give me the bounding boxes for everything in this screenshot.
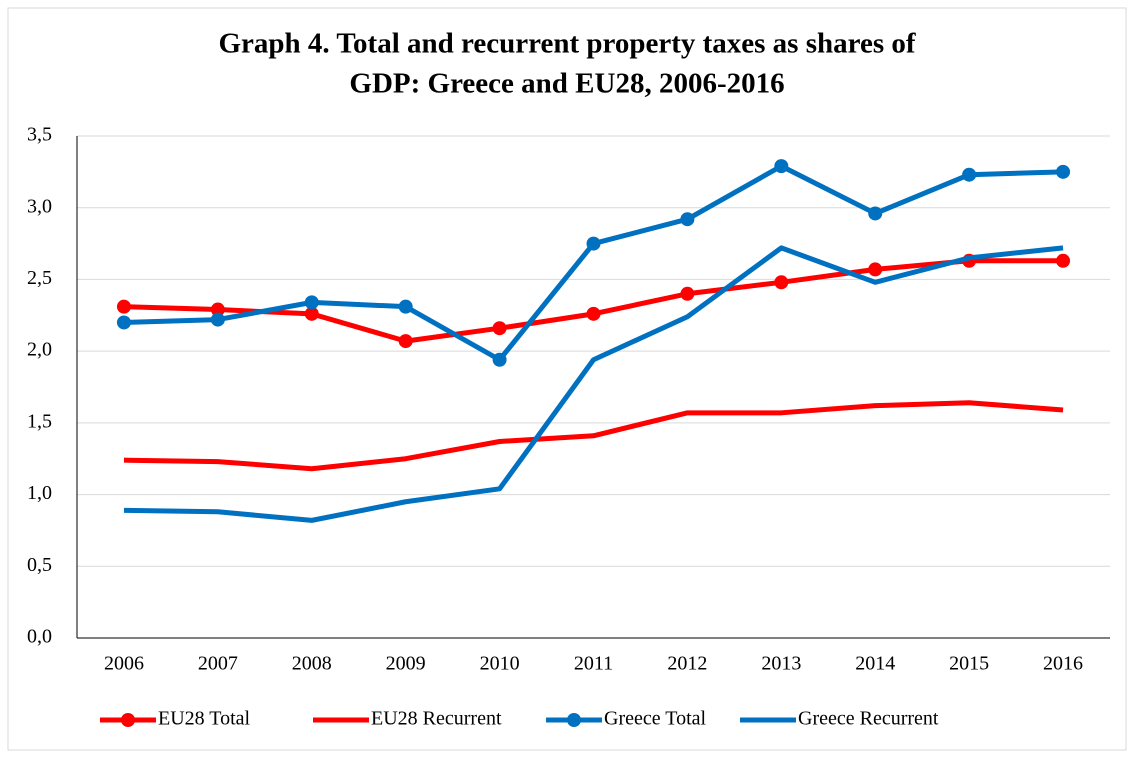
- y-tick-label: 2,0: [27, 339, 52, 361]
- point: [962, 167, 977, 182]
- x-tick-label: 2007: [198, 653, 238, 675]
- x-tick-label: 2013: [761, 653, 801, 675]
- chart-title: GDP: Greece and EU28, 2006-2016: [349, 68, 784, 100]
- x-tick-label: 2014: [855, 653, 895, 675]
- point: [868, 206, 883, 221]
- chart-border: [7, 7, 1127, 751]
- y-tick-label: 3,0: [27, 195, 52, 217]
- point: [116, 299, 131, 314]
- y-tick-label: 1,0: [27, 482, 52, 504]
- point: [116, 315, 131, 330]
- point: [586, 306, 601, 321]
- x-tick-label: 2006: [104, 653, 144, 675]
- point: [492, 321, 507, 336]
- y-tick-label: 1,5: [27, 410, 52, 432]
- legend-label: EU28 Total: [158, 708, 251, 730]
- point: [680, 286, 695, 301]
- point: [210, 312, 225, 327]
- y-tick-label: 0,5: [27, 554, 52, 576]
- x-tick-label: 2011: [574, 653, 613, 675]
- point: [304, 306, 319, 321]
- point: [1056, 253, 1071, 268]
- legend-marker: [121, 713, 135, 727]
- y-tick-label: 2,5: [27, 267, 52, 289]
- point: [1056, 164, 1071, 179]
- point: [680, 212, 695, 227]
- x-tick-label: 2015: [949, 653, 989, 675]
- point: [774, 159, 789, 174]
- legend-label: EU28 Recurrent: [371, 708, 502, 730]
- x-tick-label: 2016: [1043, 653, 1083, 675]
- point: [398, 334, 413, 349]
- point: [492, 352, 507, 367]
- chart-title: Graph 4. Total and recurrent property ta…: [218, 28, 915, 60]
- point: [210, 302, 225, 317]
- point: [868, 262, 883, 277]
- legend-label: Greece Recurrent: [798, 708, 939, 730]
- point: [586, 236, 601, 251]
- x-tick-label: 2008: [292, 653, 332, 675]
- x-tick-label: 2012: [667, 653, 707, 675]
- x-tick-label: 2010: [480, 653, 520, 675]
- y-tick-label: 3,5: [27, 124, 52, 146]
- x-tick-label: 2009: [386, 653, 426, 675]
- point: [774, 275, 789, 290]
- legend-marker: [567, 713, 581, 727]
- legend-label: Greece Total: [604, 708, 707, 730]
- series-line: [123, 400, 1064, 472]
- series-line: [123, 245, 1064, 523]
- y-tick-label: 0,0: [27, 626, 52, 648]
- point: [398, 299, 413, 314]
- point: [304, 295, 319, 310]
